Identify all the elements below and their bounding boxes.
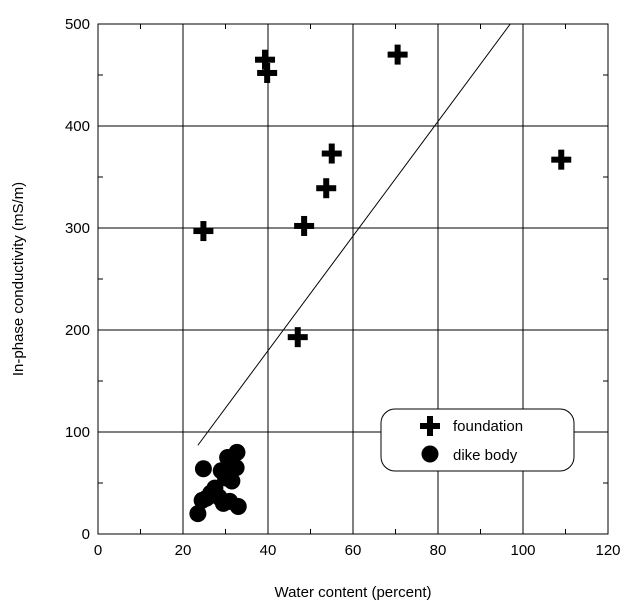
foundation-point — [255, 49, 276, 70]
dike-body-point — [194, 460, 212, 478]
foundation-point — [294, 215, 315, 236]
fit-line-layer — [197, 23, 511, 446]
x-tick-labels: 0 20 40 60 80 100 120 — [94, 542, 621, 559]
plot-frame — [97, 23, 609, 535]
x-tick-label: 80 — [430, 542, 447, 559]
foundation-point — [193, 221, 214, 242]
foundation-point — [387, 44, 408, 65]
plus-marker-v — [301, 215, 308, 236]
y-axis-title: In-phase conductivity (mS/m) — [10, 182, 27, 376]
foundation-point — [551, 149, 572, 170]
plus-marker-v — [394, 44, 401, 65]
plus-marker-v — [264, 62, 271, 83]
plus-marker-v — [328, 143, 335, 164]
legend-plus-marker — [420, 416, 440, 436]
foundation-point — [316, 178, 337, 199]
x-tick-label: 20 — [175, 542, 192, 559]
fit-line — [197, 23, 511, 446]
x-tick-label: 60 — [345, 542, 362, 559]
dike-body-point — [223, 454, 241, 472]
y-tick-label: 500 — [65, 16, 90, 33]
dike-body-point — [229, 497, 247, 515]
legend-circle-marker — [421, 445, 439, 463]
legend-marker-dike-body — [421, 445, 439, 463]
y-tick-label: 0 — [82, 526, 90, 543]
plus-marker-v — [294, 327, 301, 348]
grid — [98, 24, 608, 534]
plus-marker-v — [200, 221, 207, 242]
foundation-point — [257, 62, 278, 83]
legend-marker-foundation — [420, 416, 440, 436]
points-layer — [189, 44, 572, 523]
y-tick-label: 300 — [65, 220, 90, 237]
plus-marker-v — [427, 416, 433, 436]
y-tick-labels: 0 100 200 300 400 500 — [65, 16, 90, 543]
x-axis-title: Water content (percent) — [274, 584, 431, 601]
x-tick-label: 100 — [510, 542, 535, 559]
plus-marker-v — [323, 178, 330, 199]
plus-marker-v — [262, 49, 269, 70]
dike-body-point — [189, 505, 207, 523]
foundation-point — [321, 143, 342, 164]
dike-body-point — [223, 472, 241, 490]
y-tick-label: 100 — [65, 424, 90, 441]
legend: foundation dike body — [380, 408, 575, 472]
x-tick-label: 120 — [595, 542, 620, 559]
y-tick-label: 400 — [65, 118, 90, 135]
foundation-point — [287, 327, 308, 348]
plus-marker-v — [558, 149, 565, 170]
legend-label-dike-body: dike body — [453, 447, 518, 464]
x-tick-label: 40 — [260, 542, 277, 559]
y-tick-label: 200 — [65, 322, 90, 339]
x-tick-label: 0 — [94, 542, 102, 559]
legend-label-foundation: foundation — [453, 418, 523, 435]
